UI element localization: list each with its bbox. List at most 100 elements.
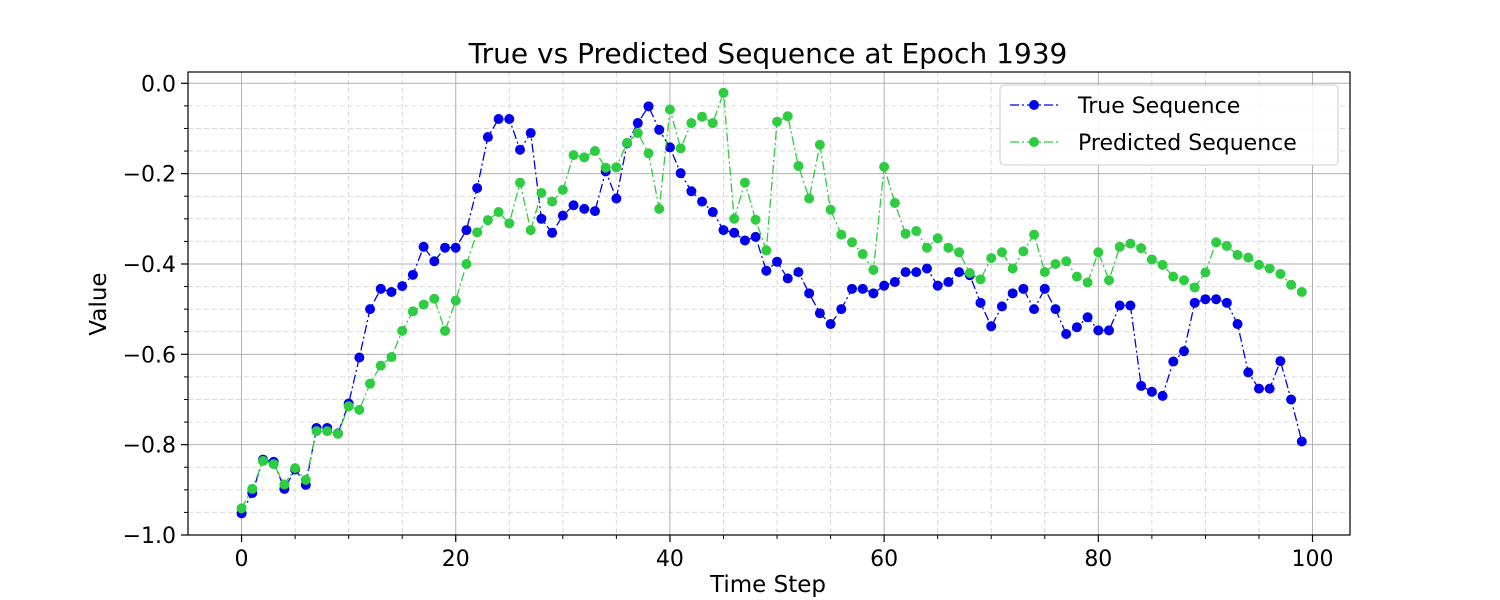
y-tick-label: −0.4 <box>123 253 176 278</box>
data-point <box>739 177 750 188</box>
data-point <box>1296 286 1307 297</box>
data-point <box>1168 271 1179 282</box>
data-point <box>1221 297 1232 308</box>
series-line <box>240 92 1303 509</box>
data-point <box>975 297 986 308</box>
data-point <box>879 161 890 172</box>
data-point <box>365 378 376 389</box>
data-point <box>932 233 943 244</box>
data-point <box>1200 294 1211 305</box>
data-point <box>847 283 857 294</box>
data-point <box>493 207 504 218</box>
data-point <box>900 267 911 278</box>
data-point <box>986 253 997 264</box>
data-point <box>954 247 965 258</box>
data-point <box>375 283 386 294</box>
data-point <box>686 118 697 129</box>
data-point <box>943 277 954 288</box>
data-point <box>547 196 558 207</box>
data-point <box>322 426 333 437</box>
data-point <box>643 148 654 159</box>
data-point <box>504 113 515 124</box>
data-point <box>793 160 804 171</box>
data-point <box>1093 247 1104 258</box>
data-point <box>632 118 643 129</box>
data-point <box>675 143 686 154</box>
data-point <box>589 206 600 217</box>
data-point <box>247 483 258 494</box>
data-point <box>1061 256 1072 267</box>
data-point <box>654 124 665 135</box>
data-point <box>1125 300 1136 311</box>
data-point <box>1018 246 1029 257</box>
data-point <box>236 503 247 514</box>
data-point <box>547 227 558 238</box>
data-point <box>1232 249 1243 260</box>
data-point <box>515 177 525 188</box>
data-point <box>868 264 879 275</box>
data-point <box>697 111 708 122</box>
data-point <box>911 267 922 278</box>
y-tick-label: −0.6 <box>123 343 176 368</box>
data-point <box>836 229 847 240</box>
data-point <box>504 218 515 229</box>
x-tick-label: 40 <box>656 547 684 572</box>
data-point <box>697 196 708 207</box>
data-point <box>1071 271 1082 282</box>
data-point <box>579 203 590 214</box>
data-point <box>825 204 836 215</box>
data-point <box>611 162 622 173</box>
data-point <box>397 281 408 292</box>
data-point <box>365 304 376 315</box>
data-point <box>1253 383 1264 394</box>
data-point <box>1275 356 1286 367</box>
data-point <box>1221 240 1232 251</box>
legend-label: True Sequence <box>1077 94 1240 119</box>
x-tick-label: 80 <box>1084 547 1112 572</box>
legend-swatch-marker <box>1029 100 1039 110</box>
y-tick-label: −0.2 <box>123 163 176 188</box>
data-point <box>589 146 600 157</box>
data-point <box>707 207 718 218</box>
data-point <box>557 210 568 221</box>
data-point <box>643 101 654 112</box>
data-point <box>332 428 343 439</box>
legend-swatch-marker <box>1029 137 1039 147</box>
data-point <box>290 463 301 474</box>
data-point <box>1286 394 1297 405</box>
series-true-sequence <box>236 101 1307 519</box>
data-point <box>1179 346 1189 357</box>
y-tick-label: 0.0 <box>141 72 176 97</box>
data-point <box>1007 263 1018 274</box>
data-point <box>954 267 965 278</box>
data-point <box>1157 390 1168 401</box>
data-point <box>300 474 311 485</box>
data-point <box>1243 367 1254 378</box>
series-layer <box>236 87 1307 519</box>
data-point <box>889 197 900 208</box>
data-point <box>804 288 815 299</box>
data-point <box>986 321 997 332</box>
plot-frame <box>187 71 1351 536</box>
data-point <box>568 150 579 161</box>
data-point <box>814 139 825 150</box>
series-predicted-sequence <box>236 87 1307 514</box>
data-point <box>1189 282 1200 293</box>
data-point <box>664 142 675 153</box>
y-tick-label: −0.8 <box>123 434 176 459</box>
data-point <box>1275 268 1286 279</box>
data-point <box>900 228 911 239</box>
data-point <box>1039 283 1050 294</box>
data-point <box>386 286 397 297</box>
data-point <box>429 256 440 267</box>
data-point <box>921 242 932 253</box>
data-point <box>868 288 879 299</box>
data-point <box>761 245 772 256</box>
x-axis-label: Time Step <box>709 572 826 598</box>
data-point <box>996 301 1007 312</box>
data-point <box>482 215 493 226</box>
data-point <box>836 304 847 315</box>
data-point <box>279 479 290 490</box>
data-point <box>311 426 322 437</box>
data-point <box>782 111 793 122</box>
